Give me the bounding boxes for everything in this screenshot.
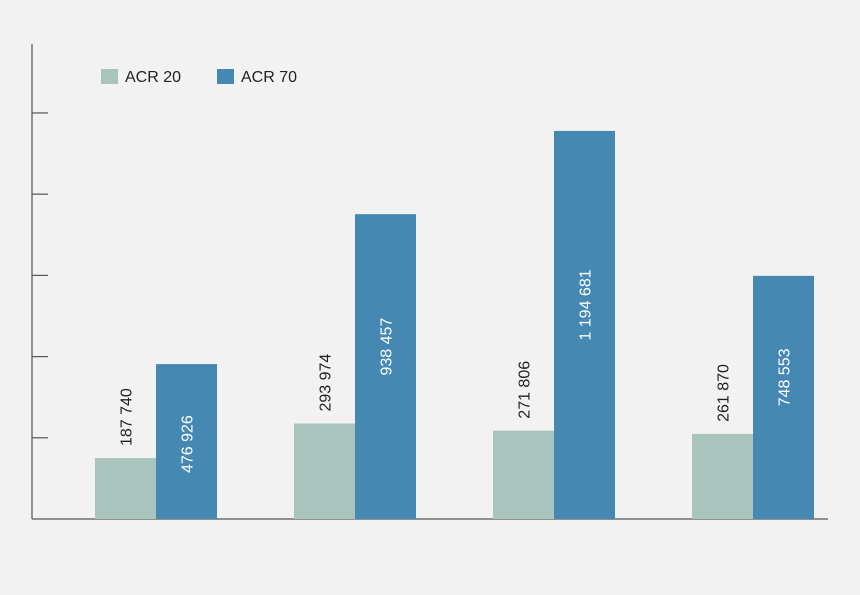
- bar-acr70: [355, 214, 416, 520]
- bar-acr20: [493, 430, 554, 519]
- bars-group: [95, 130, 814, 520]
- data-label: 271 806: [517, 361, 534, 419]
- data-label: 938 457: [379, 318, 396, 376]
- legend-label-acr20: ACR 20: [125, 69, 181, 86]
- data-labels-group: 187 740 476 926 293 974 938 457 271 806 1 194…: [119, 269, 794, 473]
- data-label: 261 870: [716, 364, 733, 422]
- legend: ACR 20 ACR 70: [101, 69, 297, 86]
- legend-label-acr70: ACR 70: [241, 69, 297, 86]
- bar-acr70: [156, 364, 217, 519]
- data-label: 476 926: [180, 415, 197, 473]
- bar-acr20: [294, 423, 355, 519]
- bar-acr20: [95, 458, 156, 519]
- data-label: 187 740: [119, 388, 136, 446]
- bar-acr70: [753, 275, 814, 519]
- legend-swatch-acr70: [217, 69, 234, 84]
- data-label: 293 974: [318, 354, 335, 412]
- data-label: 748 553: [777, 348, 794, 406]
- bar-acr70: [554, 130, 615, 519]
- data-label: 1 194 681: [578, 269, 595, 340]
- legend-swatch-acr20: [101, 69, 118, 84]
- bar-acr20: [692, 433, 753, 519]
